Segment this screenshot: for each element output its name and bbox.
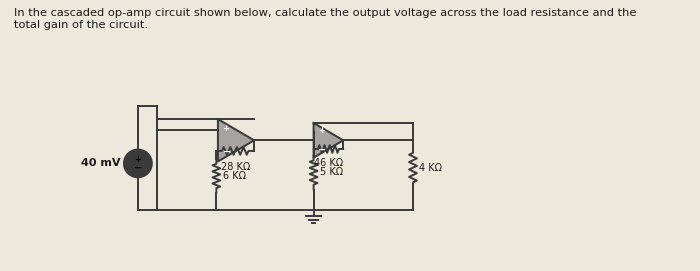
Text: −: − [134, 163, 142, 173]
Text: 6 KΩ: 6 KΩ [223, 171, 246, 181]
Text: 46 KΩ: 46 KΩ [314, 158, 343, 168]
Text: +: + [134, 156, 141, 164]
Text: +: + [223, 124, 230, 133]
Circle shape [124, 150, 152, 177]
Text: 28 KΩ: 28 KΩ [220, 162, 250, 172]
Text: +: + [318, 126, 326, 135]
Text: −: − [223, 147, 231, 157]
Text: 4 KΩ: 4 KΩ [419, 163, 442, 173]
Polygon shape [218, 119, 254, 162]
Text: −: − [318, 145, 326, 155]
Text: In the cascaded op-amp circuit shown below, calculate the output voltage across : In the cascaded op-amp circuit shown bel… [14, 8, 636, 30]
Text: 40 mV: 40 mV [80, 159, 120, 168]
Polygon shape [314, 123, 343, 158]
Text: 5 KΩ: 5 KΩ [320, 167, 343, 178]
